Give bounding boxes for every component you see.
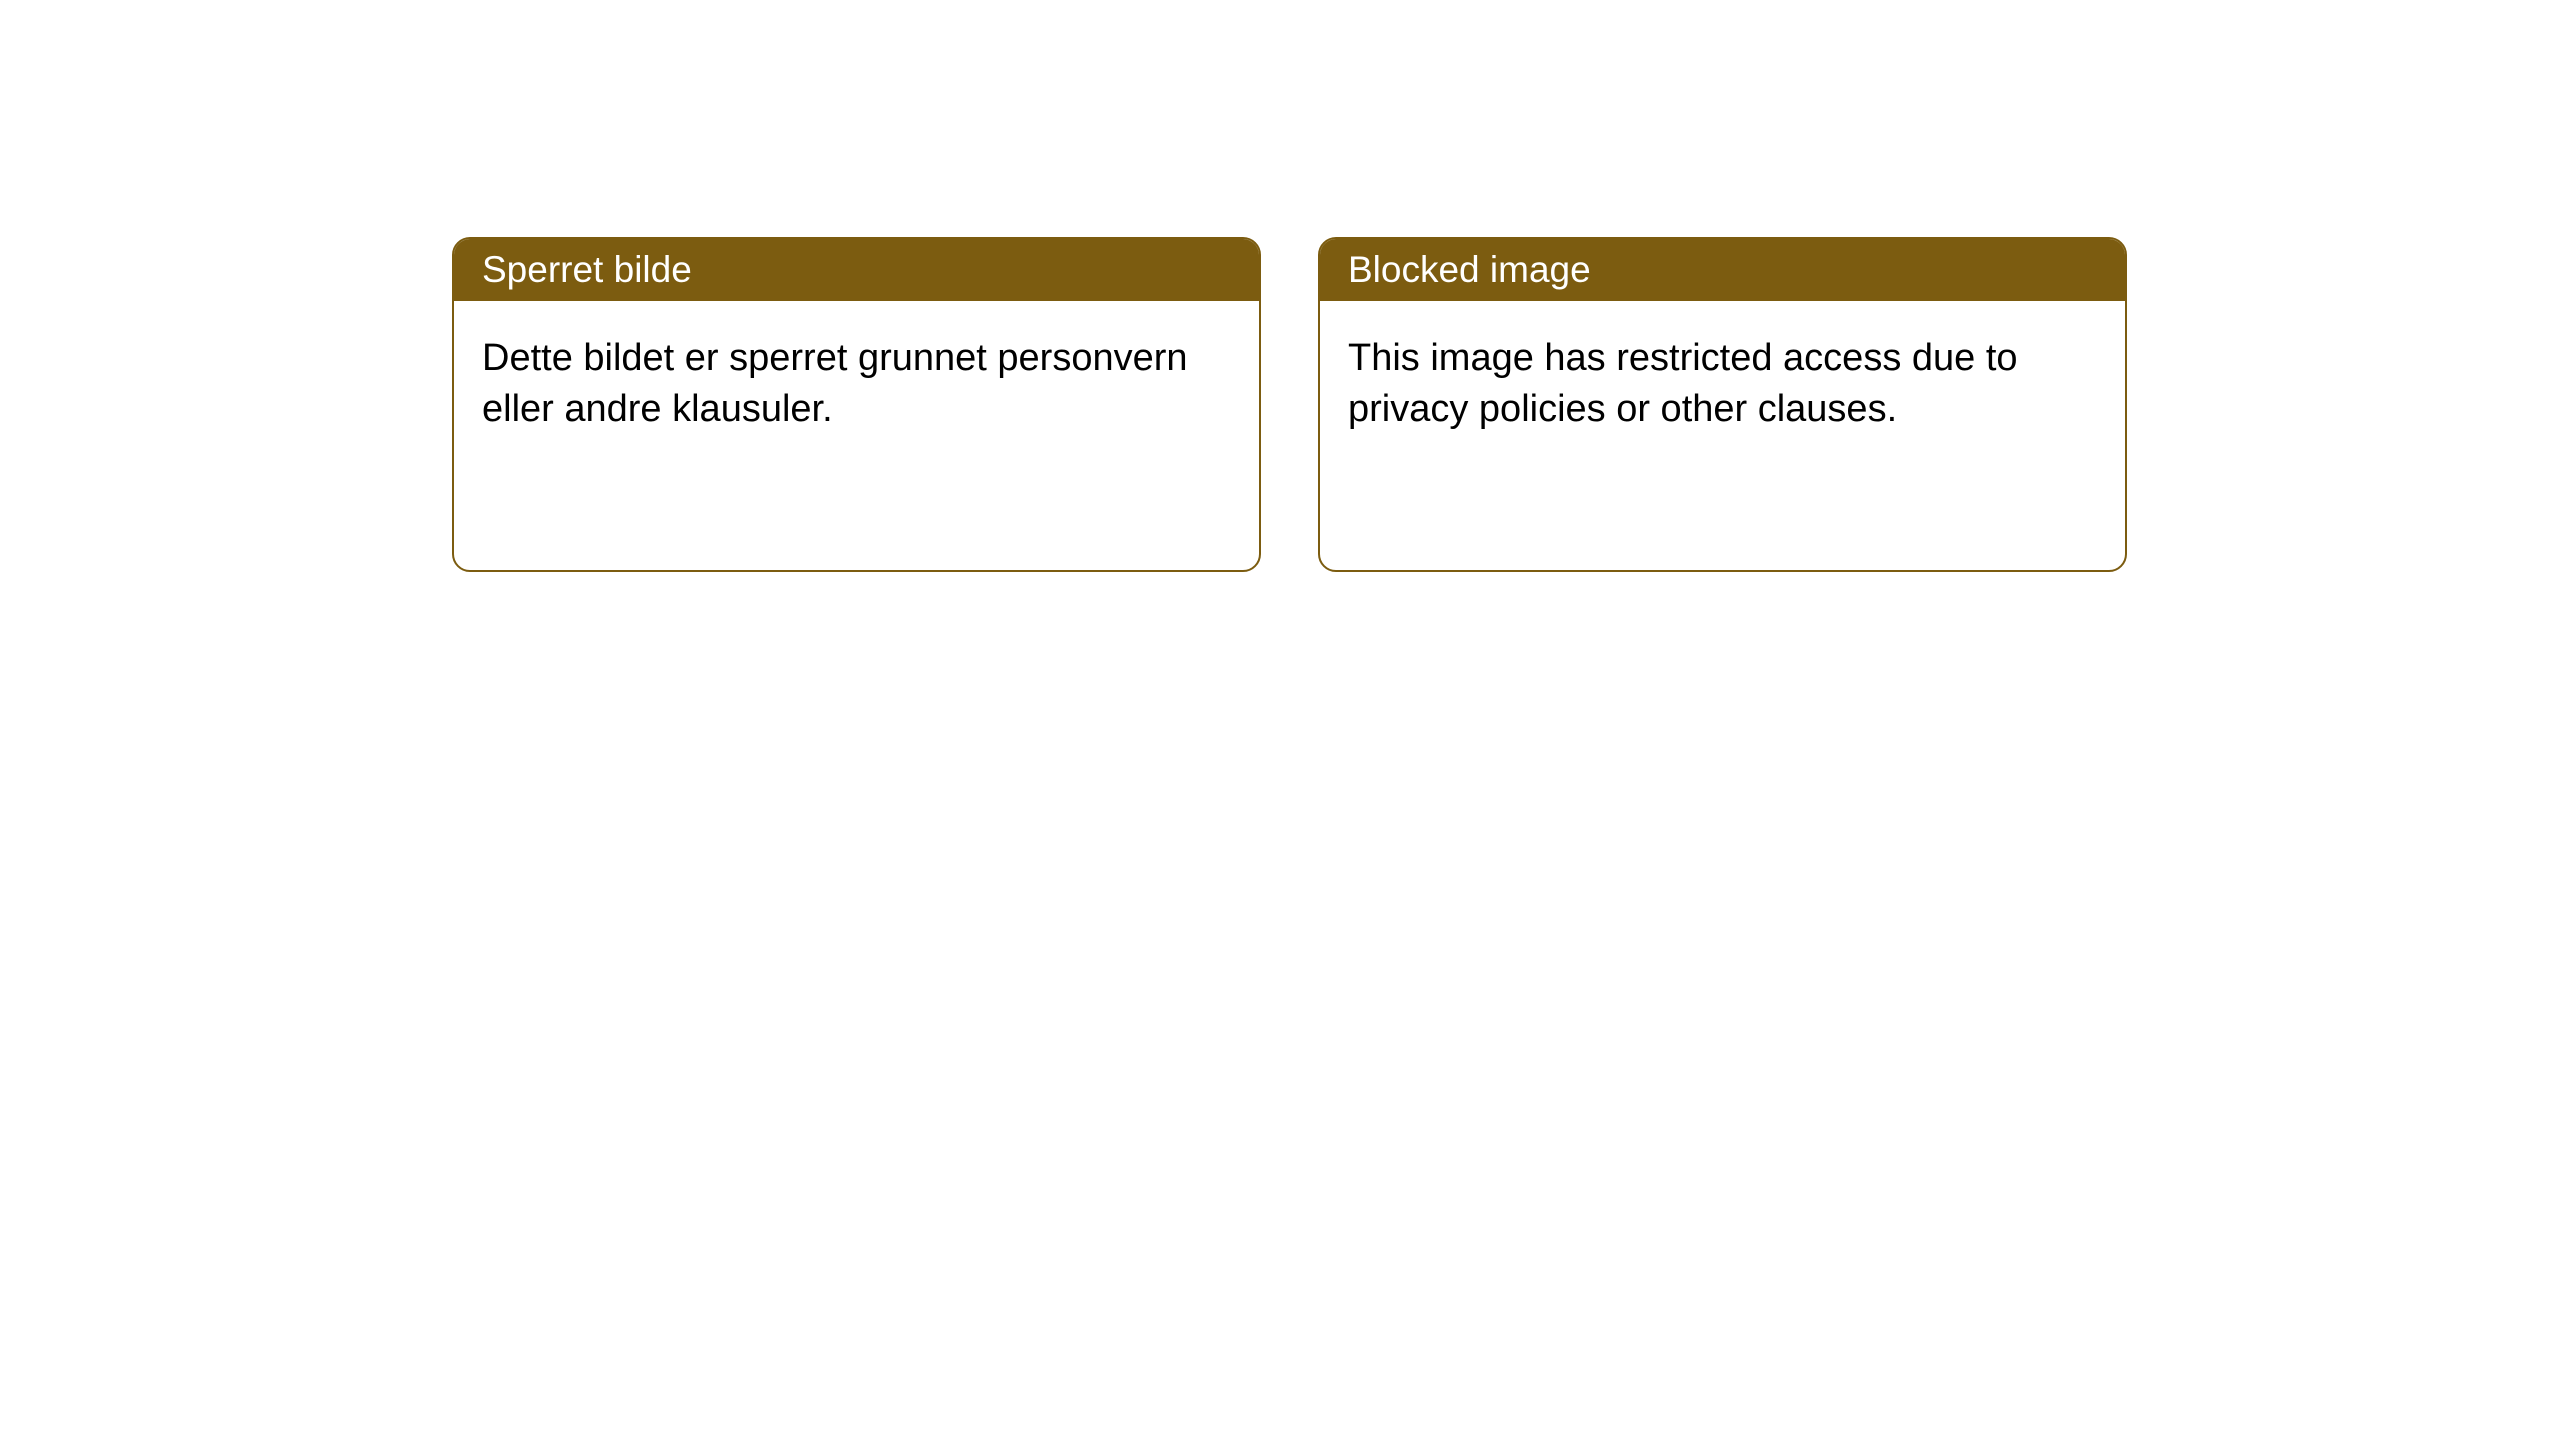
card-title: Sperret bilde <box>482 249 692 290</box>
card-body-text: This image has restricted access due to … <box>1348 337 2018 430</box>
card-header: Sperret bilde <box>454 239 1259 301</box>
notice-card-norwegian: Sperret bilde Dette bildet er sperret gr… <box>452 237 1261 572</box>
notice-card-english: Blocked image This image has restricted … <box>1318 237 2127 572</box>
card-header: Blocked image <box>1320 239 2125 301</box>
notice-container: Sperret bilde Dette bildet er sperret gr… <box>452 237 2127 572</box>
card-body: This image has restricted access due to … <box>1320 301 2125 468</box>
card-body: Dette bildet er sperret grunnet personve… <box>454 301 1259 468</box>
card-body-text: Dette bildet er sperret grunnet personve… <box>482 337 1188 430</box>
card-title: Blocked image <box>1348 249 1591 290</box>
